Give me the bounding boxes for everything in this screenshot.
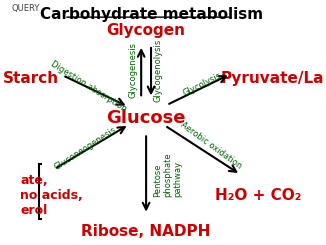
Text: Aerobic oxidation: Aerobic oxidation bbox=[179, 120, 244, 171]
Text: Starch: Starch bbox=[3, 71, 59, 86]
Text: Pyruvate/La: Pyruvate/La bbox=[220, 71, 324, 86]
Text: ate,
no acids,
erol: ate, no acids, erol bbox=[20, 174, 83, 217]
Text: H₂O + CO₂: H₂O + CO₂ bbox=[215, 188, 302, 203]
Text: Glucose: Glucose bbox=[106, 109, 186, 127]
Text: Gluconeogenesis: Gluconeogenesis bbox=[52, 125, 118, 172]
Text: Ribose, NADPH: Ribose, NADPH bbox=[82, 224, 211, 239]
Text: Digestion absorption: Digestion absorption bbox=[49, 60, 127, 114]
Text: Glycogenolysis: Glycogenolysis bbox=[154, 39, 163, 102]
Text: Pentose
phosphate
pathway: Pentose phosphate pathway bbox=[153, 152, 183, 197]
Text: QUERY: QUERY bbox=[12, 4, 40, 13]
Text: Glycogen: Glycogen bbox=[107, 23, 185, 38]
Text: Carbohydrate metabolism: Carbohydrate metabolism bbox=[40, 7, 263, 23]
Text: Glycogenesis: Glycogenesis bbox=[128, 42, 138, 98]
Text: Glycolysis: Glycolysis bbox=[182, 71, 223, 98]
